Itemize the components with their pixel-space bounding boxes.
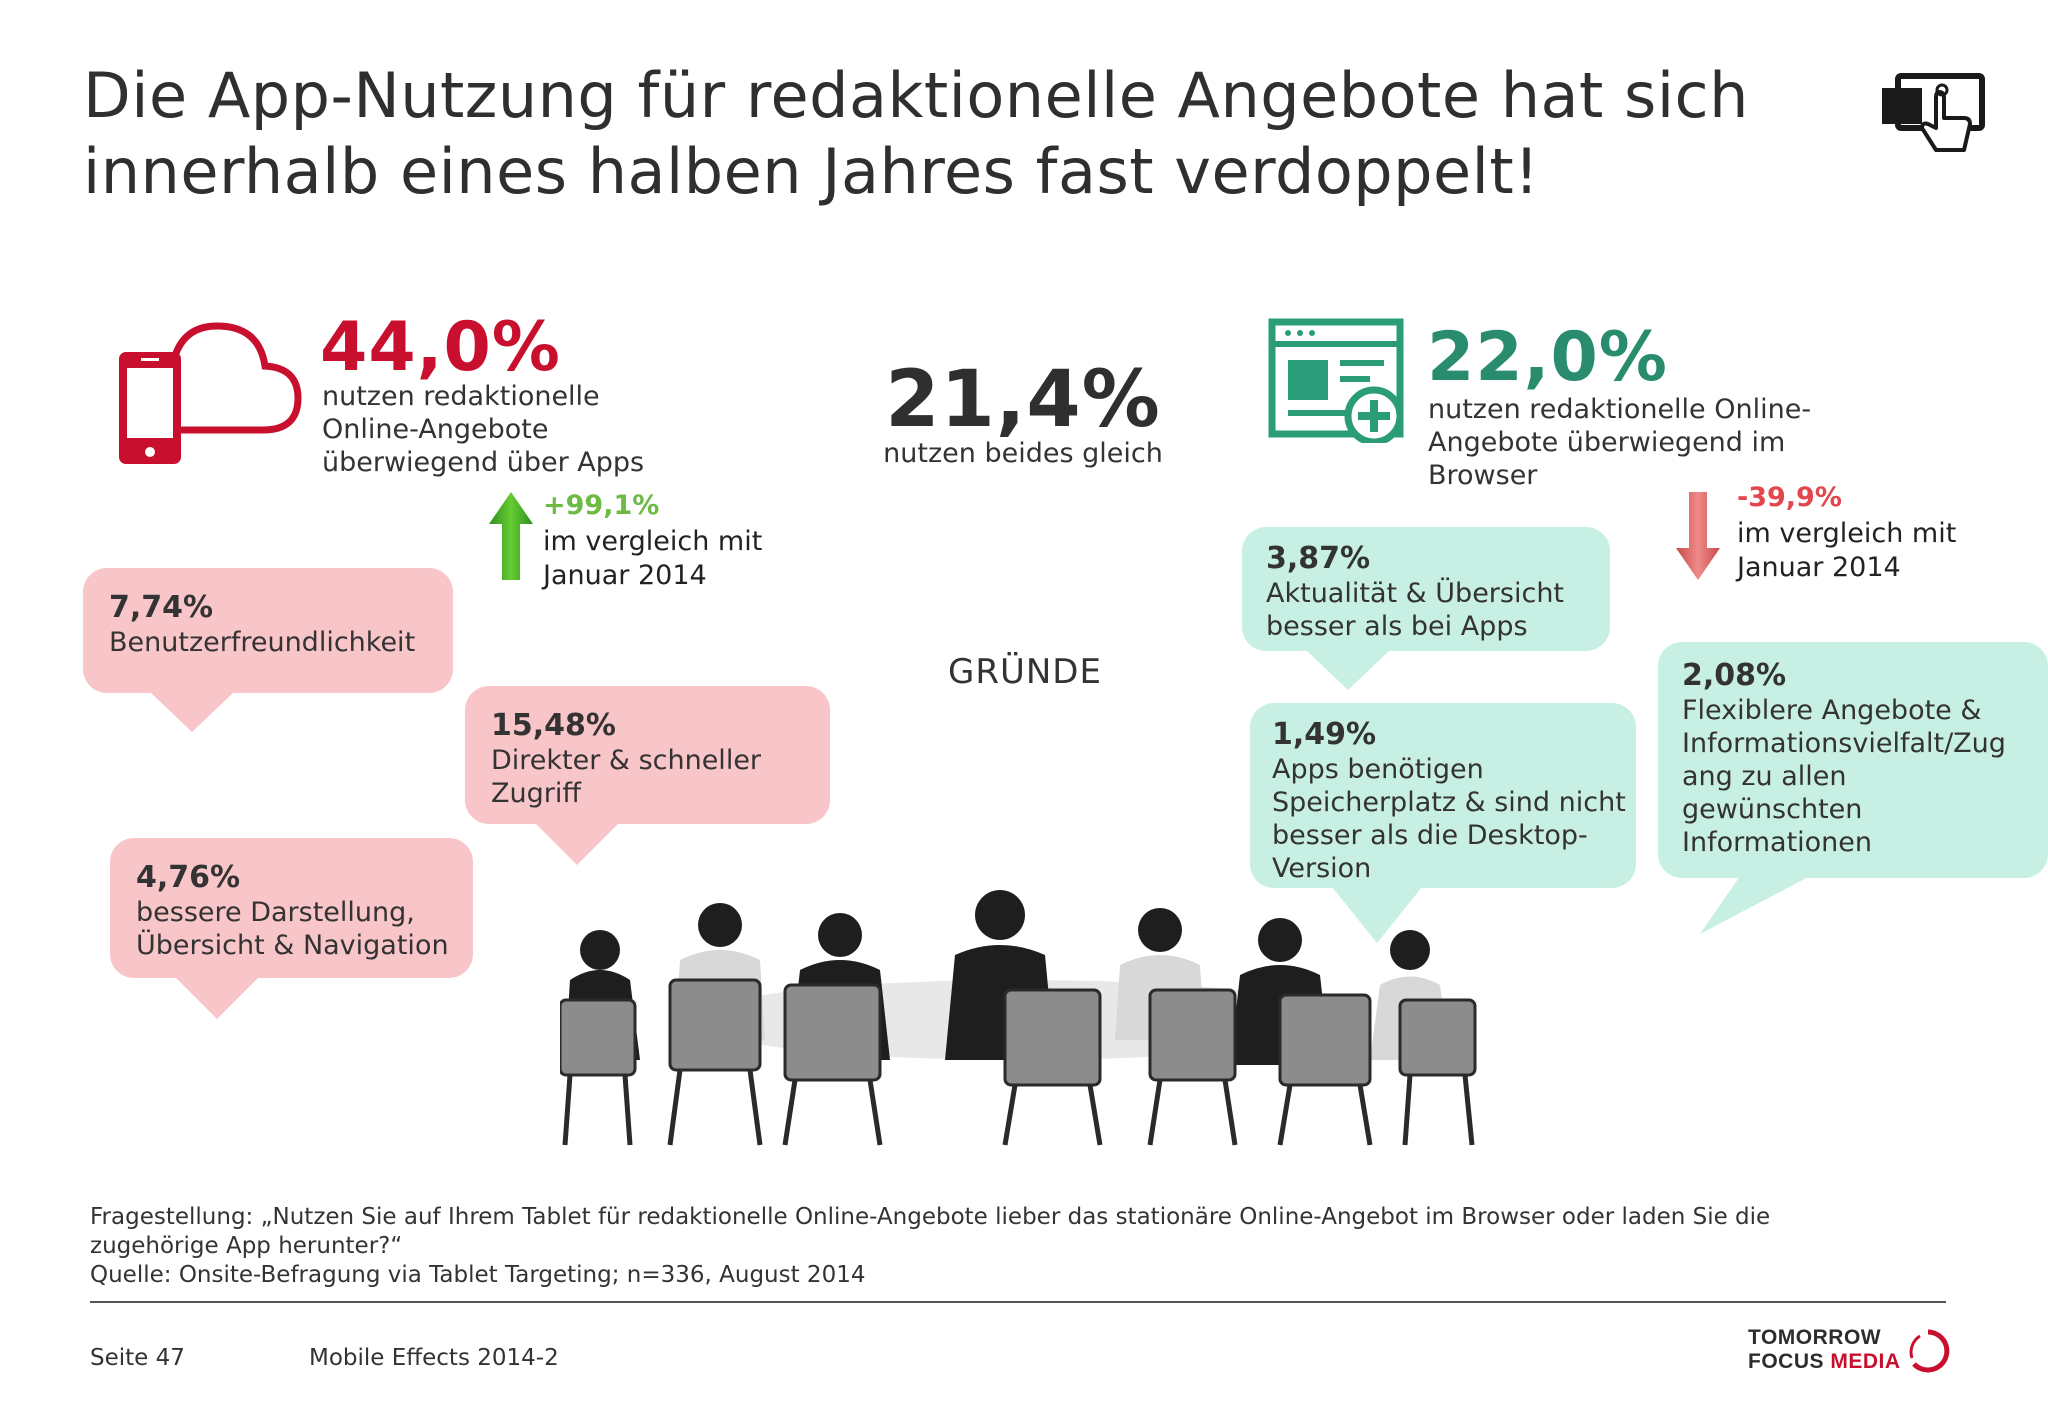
reason-text-line: gewünschten [1682,794,1863,825]
reason-percent: 7,74% [109,590,214,625]
logo-line-1: TOMORROW [1748,1326,1882,1349]
reason-text: Benutzerfreundlichkeit [109,626,427,659]
reason-text-line: Informationen [1682,827,1873,858]
apps-percent: 44,0% [320,308,561,387]
apps-description-line: nutzen redaktionelle [322,381,600,412]
report-name: Mobile Effects 2014-2 [309,1345,559,1371]
tablet-touch-icon [1882,73,1985,152]
reason-text-line: bessere Darstellung, [136,897,415,928]
logo-word-focus: FOCUS [1748,1350,1824,1373]
browser-description: nutzen redaktionelle Online- Angebote üb… [1428,393,1811,492]
reason-percent: 2,08% [1682,658,1787,693]
bubble-tail [535,823,619,865]
reason-percent: 1,49% [1272,717,1377,752]
reason-text: Direkter & schneller Zugriff [491,744,804,810]
browser-percent: 22,0% [1427,318,1668,397]
both-percent: 21,4% [885,355,1161,445]
browser-description-line: Browser [1428,460,1538,491]
browser-description-line: nutzen redaktionelle Online- [1428,394,1812,425]
browser-change: -39,9% [1737,482,1842,513]
reason-text-line: Zugriff [491,778,581,809]
reason-percent: 3,87% [1266,541,1371,576]
apps-compare-line: im vergleich mit [543,526,763,557]
reason-text-line: Benutzerfreundlichkeit [109,627,416,658]
title-line-2: innerhalb eines halben Jahres fast verdo… [83,135,1540,208]
browser-description-line: Angebote überwiegend im [1428,427,1786,458]
meeting-silhouette-image [560,890,1477,1146]
browser-reason-bubble: 3,87% Aktualität & Übersicht besser als … [1242,527,1610,651]
reason-percent: 4,76% [136,860,241,895]
apps-description-line: überwiegend über Apps [322,447,645,478]
bubble-tail [150,692,234,732]
footer-divider [90,1301,1946,1303]
logo-ring-icon [1909,1329,1950,1373]
logo-word-media: MEDIA [1830,1350,1901,1373]
footer-question-line: Fragestellung: „Nutzen Sie auf Ihrem Tab… [90,1204,1771,1230]
reason-text-line: besser als die Desktop- [1272,820,1588,851]
apps-compare: im vergleich mit Januar 2014 [543,525,762,593]
bubble-tail [1306,650,1390,690]
app-reason-bubble: 4,76% bessere Darstellung, Übersicht & N… [110,838,473,978]
footer-question: Fragestellung: „Nutzen Sie auf Ihrem Tab… [90,1203,1960,1290]
bubble-tail [175,977,259,1019]
both-description: nutzen beides gleich [883,438,1163,469]
page-title: Die App-Nutzung für redaktionelle Angebo… [83,58,1843,210]
apps-description-line: Online-Angebote [322,414,549,445]
footer-question-line: zugehörige App herunter?“ [90,1233,403,1259]
arrow-up-icon [489,492,533,580]
browser-reason-bubble: 1,49% Apps benötigen Speicherplatz & sin… [1250,703,1636,888]
reason-text-line: Speicherplatz & sind nicht [1272,787,1626,818]
reason-text: bessere Darstellung, Übersicht & Navigat… [136,896,449,962]
phone-cloud-icon [119,322,302,464]
bubble-tail [1700,876,1810,934]
footer-source: Quelle: Onsite-Befragung via Tablet Targ… [90,1262,866,1288]
reason-text-line: Version [1272,853,1372,884]
title-line-1: Die App-Nutzung für redaktionelle Angebo… [83,59,1749,132]
tomorrow-focus-media-logo: TOMORROW FOCUS MEDIA [1748,1326,1953,1374]
apps-compare-line: Januar 2014 [543,560,707,591]
app-reason-bubble: 7,74% Benutzerfreundlichkeit [83,568,453,693]
reason-text: Flexiblere Angebote & Informationsvielfa… [1682,694,2024,859]
reason-text: Aktualität & Übersicht besser als bei Ap… [1266,577,1586,643]
reason-text-line: besser als bei Apps [1266,611,1528,642]
reason-text-line: Flexiblere Angebote & [1682,695,1982,726]
browser-compare-line: Januar 2014 [1737,552,1901,583]
browser-compare-line: im vergleich mit [1737,518,1957,549]
reason-text-line: ang zu allen [1682,761,1847,792]
arrow-down-icon [1676,492,1720,580]
reason-percent: 15,48% [491,708,616,743]
reason-text: Apps benötigen Speicherplatz & sind nich… [1272,753,1626,885]
apps-description: nutzen redaktionelle Online-Angebote übe… [322,380,644,479]
reason-text-line: Apps benötigen [1272,754,1484,785]
reasons-label: GRÜNDE [948,652,1102,692]
reason-text-line: Direkter & schneller [491,745,762,776]
reason-text-line: Übersicht & Navigation [136,930,449,961]
reason-text-line: Aktualität & Übersicht [1266,578,1565,609]
browser-reason-bubble: 2,08% Flexiblere Angebote & Informations… [1658,642,2048,878]
browser-add-icon [1268,318,1404,443]
browser-compare: im vergleich mit Januar 2014 [1737,517,1956,585]
logo-line-2: FOCUS MEDIA [1748,1350,1901,1374]
reason-text-line: Informationsvielfalt/Zug [1682,728,2006,759]
apps-change: +99,1% [543,490,660,521]
page-number: Seite 47 [90,1345,185,1371]
app-reason-bubble: 15,48% Direkter & schneller Zugriff [465,686,830,824]
